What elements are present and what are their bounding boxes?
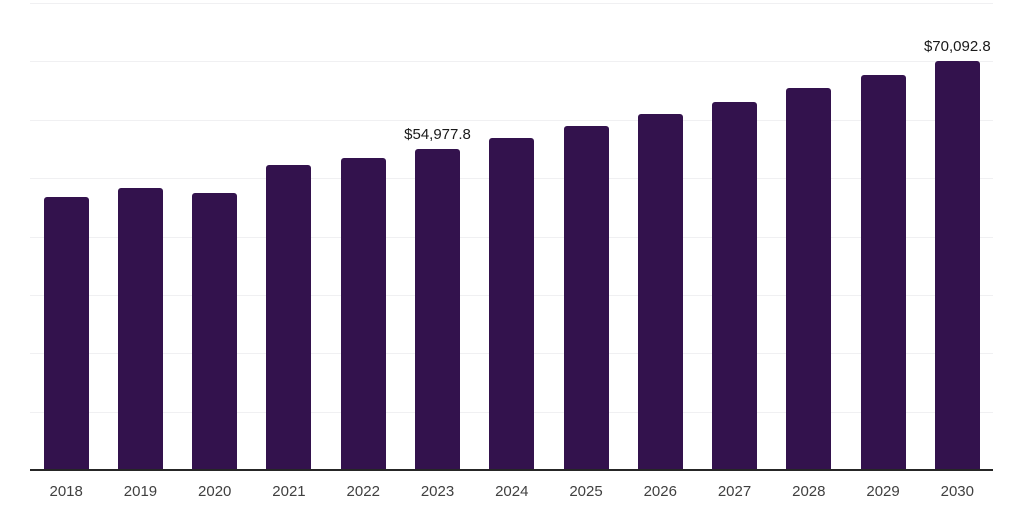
x-tick-2028: 2028 (792, 483, 826, 500)
bar-2029 (860, 74, 906, 470)
bar-2020 (192, 193, 238, 470)
x-tick-2024: 2024 (495, 483, 529, 500)
bar-2026 (637, 113, 683, 470)
x-tick-2018: 2018 (49, 483, 83, 500)
bar-2018 (43, 196, 89, 470)
x-tick-2023: 2023 (420, 483, 455, 500)
bar-2023 (415, 149, 460, 470)
x-tick-2030: 2030 (940, 483, 974, 500)
value-label-2030: $70,092.8 (923, 37, 991, 55)
bar-2024 (489, 137, 535, 470)
gridline-70000 (30, 61, 993, 62)
x-tick-2022: 2022 (346, 483, 380, 500)
x-axis-line (30, 469, 993, 471)
x-tick-2027: 2027 (717, 483, 752, 500)
x-tick-2029: 2029 (866, 483, 900, 500)
bar-2021 (266, 164, 312, 470)
bar-2028 (786, 88, 832, 470)
x-tick-2025: 2025 (569, 483, 603, 500)
x-tick-2026: 2026 (643, 483, 677, 500)
bar-2022 (340, 157, 386, 470)
bar-2025 (563, 126, 609, 470)
bar-2030 (934, 60, 980, 470)
bar-2019 (117, 188, 163, 470)
x-tick-2020: 2020 (198, 483, 232, 500)
value-label-2023: $54,977.8 (404, 126, 471, 144)
gridline-60000 (30, 120, 993, 121)
gridline-80000 (30, 3, 993, 4)
x-tick-2021: 2021 (272, 483, 306, 500)
bar-2027 (712, 101, 758, 470)
x-tick-2019: 2019 (123, 483, 158, 500)
